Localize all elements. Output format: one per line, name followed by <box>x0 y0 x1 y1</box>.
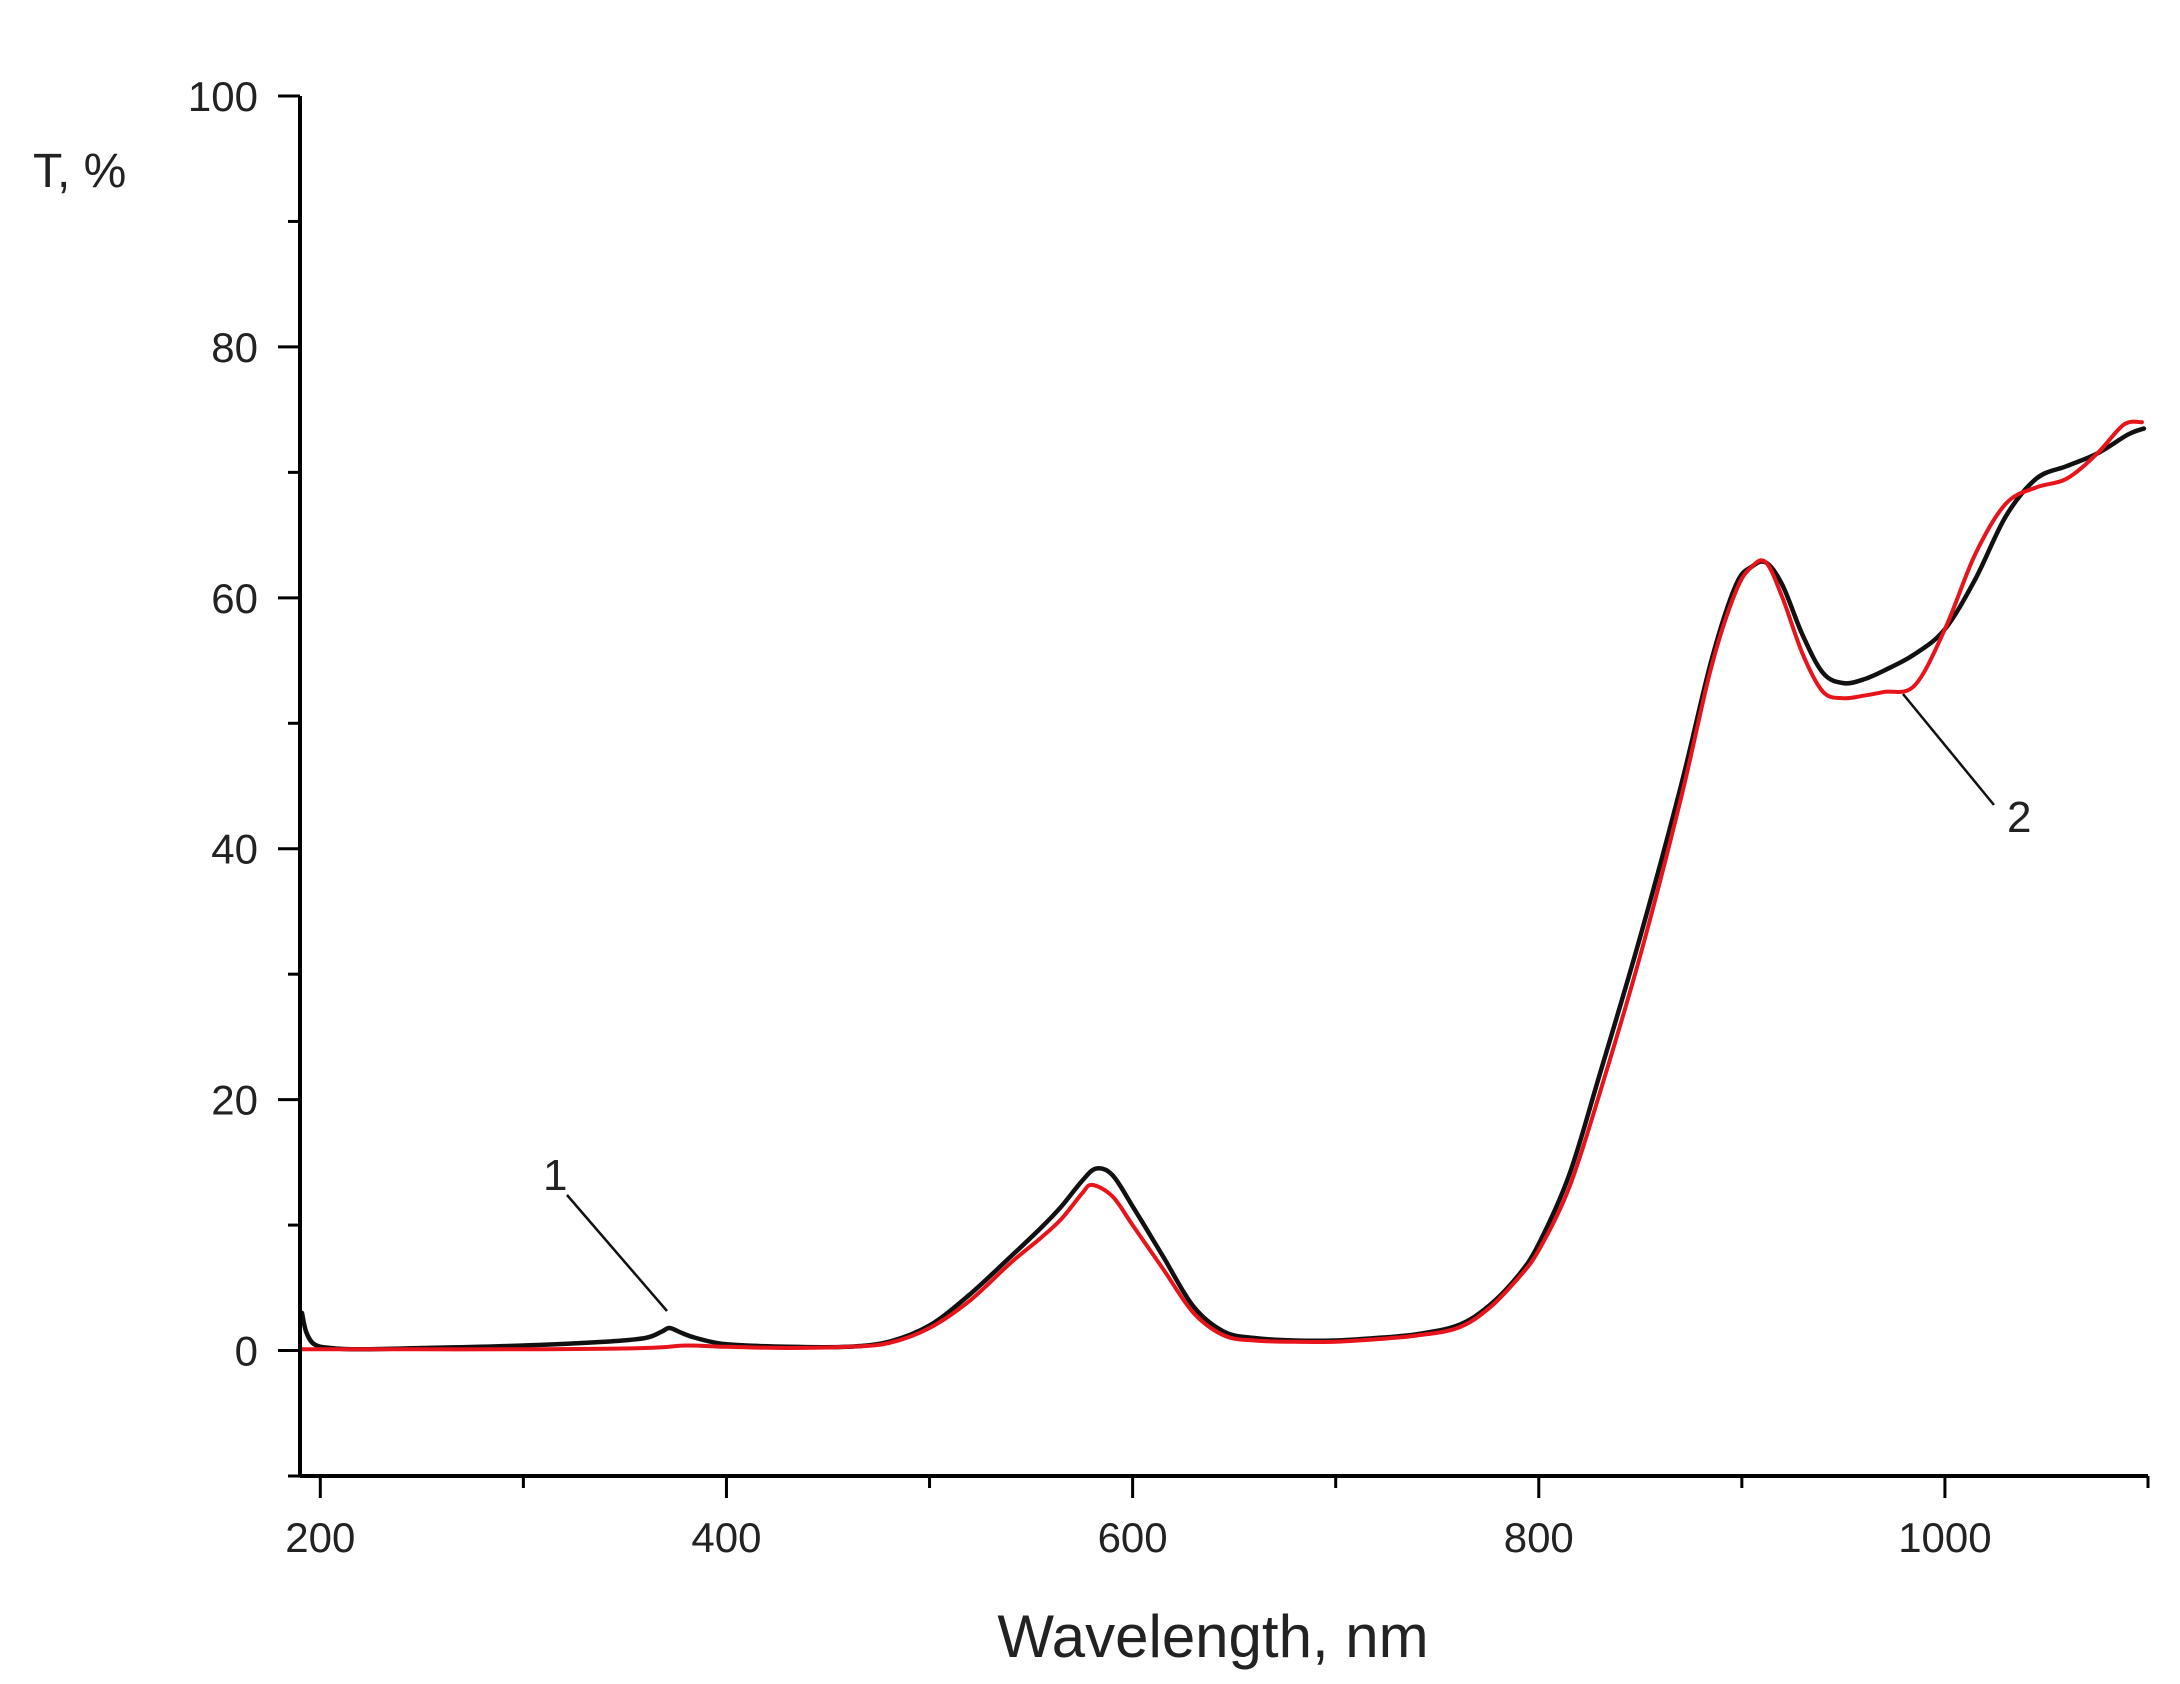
x-tick-label: 600 <box>1098 1514 1168 1561</box>
x-tick-label: 200 <box>285 1514 355 1561</box>
axes <box>298 96 2148 1478</box>
y-axis-title: T, % <box>33 145 126 198</box>
series-1-label: 1 <box>543 1151 567 1200</box>
y-tick-label: 0 <box>235 1328 258 1375</box>
plot-area <box>299 419 2147 1352</box>
series-2-line <box>300 419 2144 1352</box>
series-2-label: 2 <box>2007 793 2031 842</box>
y-tick-label: 100 <box>188 73 258 120</box>
x-tick-label: 800 <box>1504 1514 1574 1561</box>
axis-ticks <box>278 94 2150 1498</box>
series-1-leader-line <box>566 1194 668 1312</box>
tick-labels: 0 20 40 60 80 100 200 400 600 800 1000 <box>188 73 1992 1561</box>
series-1-line <box>299 426 2147 1352</box>
y-tick-label: 20 <box>211 1077 258 1124</box>
y-tick-label: 60 <box>211 575 258 622</box>
y-tick-label: 40 <box>211 826 258 873</box>
x-tick-label: 1000 <box>1898 1514 1991 1561</box>
series-2-leader-line <box>1902 693 1995 806</box>
x-axis-title: Wavelength, nm <box>997 1603 1428 1670</box>
y-tick-label: 80 <box>211 324 258 371</box>
x-tick-label: 400 <box>691 1514 761 1561</box>
